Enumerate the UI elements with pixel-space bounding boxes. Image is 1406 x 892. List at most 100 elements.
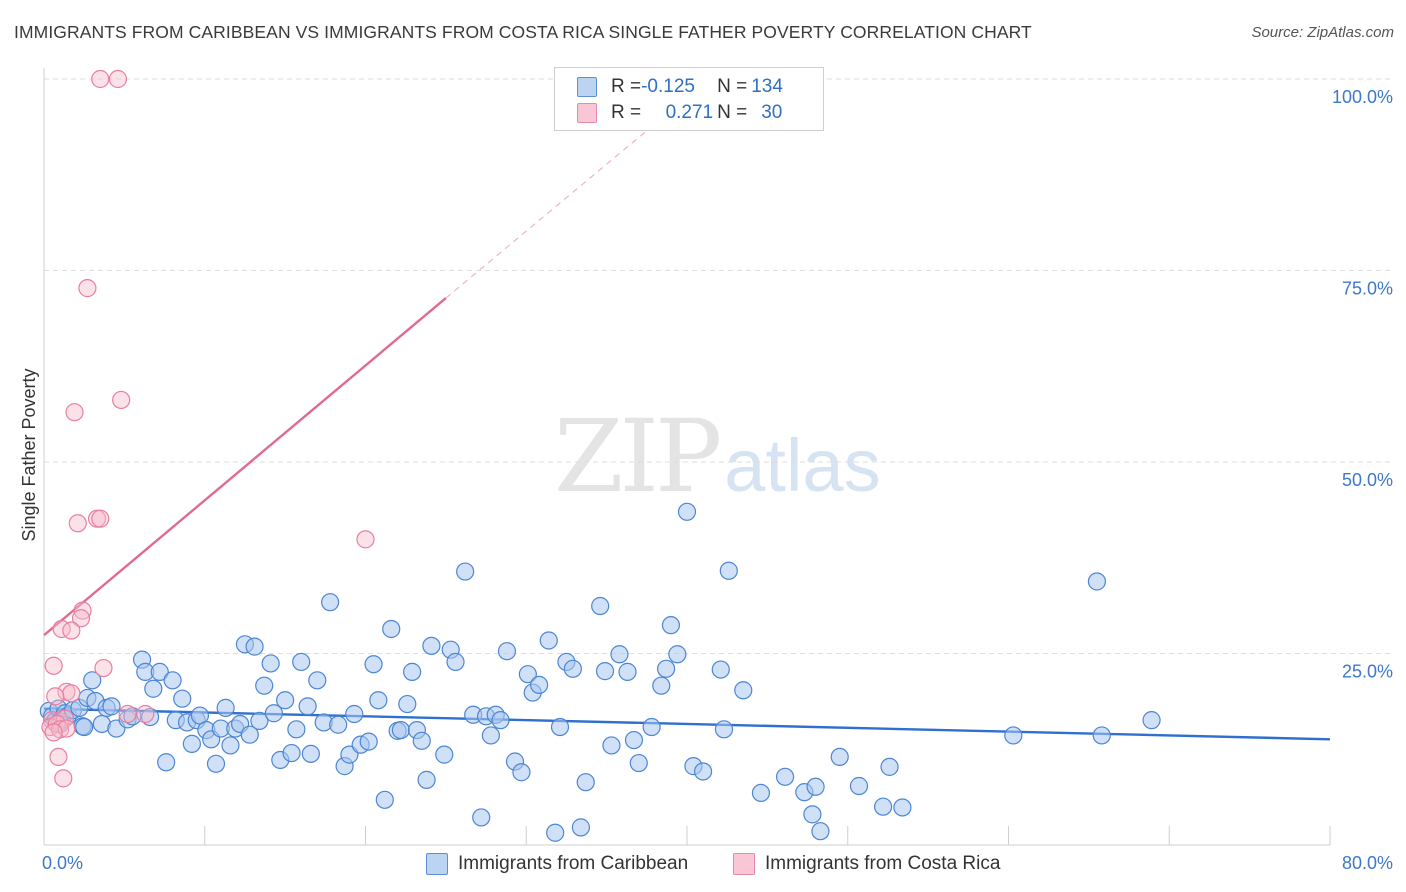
- caribbean-point: [287, 720, 306, 739]
- x-tick-label: 0.0%: [42, 853, 83, 873]
- caribbean-point: [345, 704, 364, 724]
- caribbean-point: [216, 698, 235, 717]
- caribbean-point: [298, 697, 317, 716]
- costarica-legend-swatch: [733, 853, 755, 875]
- costarica-point: [62, 621, 81, 640]
- caribbean-point: [539, 631, 558, 650]
- caribbean-point: [803, 805, 822, 824]
- caribbean-point: [849, 776, 869, 796]
- costarica-point: [73, 601, 92, 620]
- caribbean-point: [261, 654, 280, 673]
- caribbean-point: [481, 726, 500, 745]
- legend-n-value: 30: [761, 102, 783, 123]
- legend-r-value: 0.271: [665, 102, 714, 123]
- x-tick-label: 80.0%: [1342, 853, 1393, 873]
- costarica-point: [71, 609, 91, 628]
- caribbean-point: [657, 659, 676, 678]
- caribbean-point: [512, 763, 531, 782]
- caribbean-point: [652, 676, 671, 695]
- caribbean-point: [391, 720, 410, 740]
- caribbean-point: [144, 679, 163, 698]
- caribbean-point: [546, 823, 565, 842]
- caribbean-point: [497, 642, 517, 661]
- caribbean-point: [734, 681, 753, 700]
- costarica-point: [78, 279, 97, 298]
- caribbean-point: [711, 660, 730, 679]
- costarica-point: [94, 658, 113, 678]
- caribbean-point: [563, 659, 582, 678]
- tick-labels: 25.0% 50.0% 75.0% 100.0% 0.0% 80.0%: [42, 87, 1393, 873]
- caribbean-point: [518, 665, 537, 684]
- caribbean-point: [719, 561, 738, 580]
- costarica-point: [44, 656, 63, 675]
- costarica-trend-line: [43, 297, 447, 637]
- caribbean-point: [456, 562, 475, 581]
- costarica-point: [50, 712, 70, 731]
- source-label: Source: ZipAtlas.com: [1251, 24, 1394, 41]
- legend-label-caribbean: Immigrants from Caribbean: [458, 853, 689, 874]
- caribbean-point: [182, 734, 201, 753]
- caribbean-point: [83, 671, 102, 690]
- caribbean-point: [435, 745, 454, 764]
- costarica-point: [91, 509, 110, 528]
- caribbean-point: [364, 655, 383, 674]
- caribbean-point: [668, 645, 687, 664]
- caribbean-point: [369, 691, 388, 710]
- caribbean-point: [75, 717, 94, 737]
- costarica-point: [112, 390, 131, 410]
- y-tick-label: 25.0%: [1342, 662, 1393, 682]
- y-tick-label: 75.0%: [1342, 279, 1393, 299]
- caribbean-point: [893, 798, 912, 817]
- caribbean-point: [1092, 726, 1111, 745]
- costarica-point: [136, 704, 155, 724]
- caribbean-point: [329, 715, 348, 734]
- caribbean-point: [173, 689, 192, 708]
- caribbean-point: [321, 593, 340, 612]
- caribbean-point: [595, 662, 615, 681]
- caribbean-point: [610, 645, 629, 664]
- caribbean-point: [806, 777, 825, 796]
- caribbean-point: [308, 671, 327, 690]
- caribbean-point: [446, 652, 465, 672]
- y-axis-label: Single Father Poverty: [19, 368, 39, 541]
- caribbean-point: [359, 732, 378, 751]
- caribbean-point: [250, 711, 269, 731]
- correlation-legend: R = -0.125 N = 134 R = 0.271 N = 30: [554, 67, 824, 131]
- caribbean-point: [624, 730, 644, 750]
- caribbean-point: [292, 652, 311, 672]
- chart-title: IMMIGRANTS FROM CARIBBEAN VS IMMIGRANTS …: [14, 22, 1032, 42]
- caribbean-point: [1004, 726, 1023, 745]
- caribbean-point: [150, 662, 169, 681]
- grid-lines: [44, 78, 1392, 654]
- caribbean-point: [375, 790, 394, 809]
- data-points: [39, 69, 1161, 842]
- watermark-atlas: atlas: [724, 424, 881, 507]
- costarica-point: [108, 69, 128, 89]
- caribbean-point: [491, 711, 510, 730]
- caribbean-point: [276, 691, 295, 710]
- costarica-point: [91, 69, 110, 89]
- caribbean-point: [1087, 572, 1107, 591]
- caribbean-point: [530, 675, 549, 695]
- watermark: ZIPatlas: [554, 398, 881, 515]
- legend-item-costarica: Immigrants from Costa Rica: [733, 851, 1000, 877]
- legend-r-value: -0.125: [641, 76, 695, 97]
- legend-row-caribbean: R = -0.125 N = 134: [577, 74, 783, 100]
- costarica-point: [44, 723, 63, 742]
- costarica-point: [65, 403, 84, 422]
- legend-n-label: N =: [717, 76, 748, 97]
- legend-label-costarica: Immigrants from Costa Rica: [765, 853, 1001, 874]
- legend-item-caribbean: Immigrants from Caribbean: [426, 851, 688, 877]
- caribbean-point: [398, 694, 417, 714]
- caribbean-point: [775, 767, 795, 786]
- caribbean-point: [880, 757, 899, 776]
- caribbean-point: [591, 596, 610, 616]
- caribbean-point: [571, 818, 591, 837]
- caribbean-point: [618, 662, 637, 681]
- legend-n-value: 134: [751, 76, 783, 97]
- caribbean-point: [661, 616, 681, 635]
- y-tick-label: 50.0%: [1342, 470, 1393, 490]
- watermark-zip: ZIP: [554, 398, 722, 515]
- caribbean-point: [140, 707, 160, 727]
- y-tick-label: 100.0%: [1332, 87, 1393, 107]
